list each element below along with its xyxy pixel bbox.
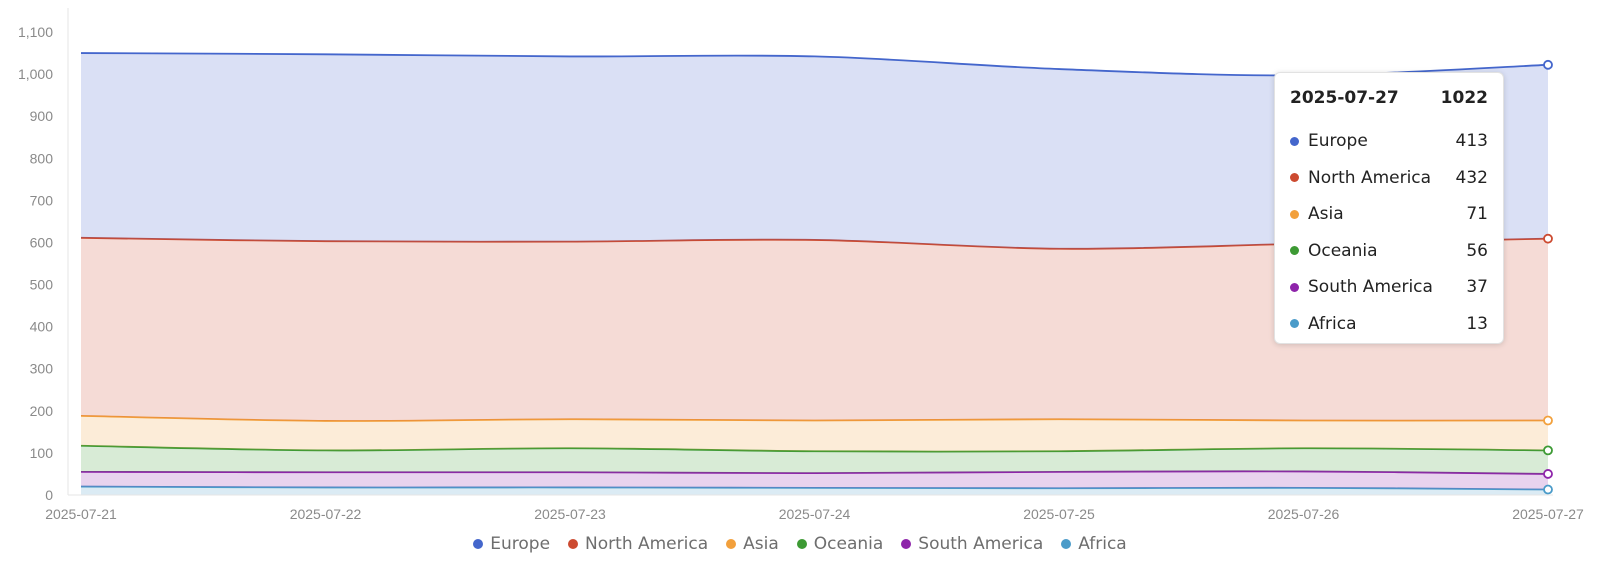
x-tick-label: 2025-07-23: [534, 506, 606, 522]
tooltip-series-name: North America: [1308, 167, 1432, 188]
tooltip-series-value: 432: [1455, 167, 1488, 188]
legend-dot: [568, 539, 579, 549]
tooltip-series-name: Africa: [1308, 313, 1357, 334]
legend-dot: [726, 539, 737, 549]
tooltip-row-europe: Europe 413: [1290, 123, 1488, 160]
legend-item-south-america[interactable]: South America: [901, 534, 1043, 554]
area-asia: [81, 415, 1548, 452]
y-tick-label: 0: [45, 487, 53, 503]
y-tick-label: 900: [30, 108, 54, 124]
tooltip-series-value: 71: [1466, 204, 1488, 225]
legend-label: Asia: [743, 534, 779, 554]
y-tick-label: 1,000: [18, 66, 53, 82]
tooltip-dot: [1290, 319, 1299, 329]
area-north-america: [81, 237, 1548, 422]
tooltip-dot: [1290, 173, 1299, 183]
marker-asia: [1543, 415, 1553, 426]
y-tick-label: 500: [30, 277, 54, 293]
tooltip-total: 1022: [1440, 88, 1488, 108]
hover-tooltip: 2025-07-27 1022 Europe 413 North America 43…: [1274, 72, 1504, 344]
legend-dot: [901, 539, 912, 549]
area-europe: [81, 53, 1548, 249]
tooltip-series-value: 37: [1466, 277, 1488, 298]
tooltip-dot: [1290, 246, 1299, 256]
legend-dot: [796, 539, 807, 549]
tooltip-series-name: Europe: [1308, 131, 1368, 152]
y-tick-label: 300: [30, 361, 54, 377]
marker-north-america: [1543, 233, 1553, 244]
tooltip-row-south-america: South America 37: [1290, 269, 1488, 306]
tooltip-row-asia: Asia 71: [1290, 196, 1488, 233]
area-layer: [80, 52, 1549, 495]
x-tick-label: 2025-07-25: [1023, 506, 1095, 522]
tooltip-row-oceania: Oceania 56: [1290, 233, 1488, 270]
legend-label: North America: [585, 534, 709, 554]
legend-dot: [473, 539, 484, 549]
tooltip-dot: [1290, 209, 1299, 219]
legend-label: Oceania: [813, 534, 884, 554]
y-tick-label: 600: [30, 234, 54, 250]
tooltip-series-value: 413: [1455, 131, 1488, 152]
y-tick-label: 400: [30, 319, 54, 335]
legend-item-asia[interactable]: Asia: [726, 534, 779, 554]
tooltip-date: 2025-07-27: [1290, 88, 1399, 108]
tooltip-header: 2025-07-27 1022: [1290, 87, 1488, 123]
x-tick-label: 2025-07-26: [1268, 506, 1340, 522]
stacked-area-chart: 0 100 200 300 400 500 600 700 800 900 1,000 1,100 20…: [18, 8, 1584, 522]
y-tick-label: 1,100: [18, 24, 53, 40]
legend-item-africa[interactable]: Africa: [1061, 534, 1127, 554]
x-tick-label: 2025-07-21: [45, 506, 117, 522]
x-tick-label: 2025-07-22: [290, 506, 362, 522]
line-oceania: [80, 444, 1549, 453]
legend-item-europe[interactable]: Europe: [473, 534, 550, 554]
line-south-america: [80, 470, 1549, 475]
tooltip-series-name: Oceania: [1308, 240, 1378, 261]
y-tick-label: 100: [30, 445, 54, 461]
legend-item-oceania[interactable]: Oceania: [796, 534, 884, 554]
tooltip-row-north-america: North America 432: [1290, 160, 1488, 197]
legend-item-north-america[interactable]: North America: [568, 534, 708, 554]
marker-south-america: [1543, 469, 1553, 479]
y-tick-label: 200: [30, 403, 54, 419]
y-tick-label: 800: [30, 150, 54, 166]
tooltip-series-value: 13: [1466, 313, 1488, 334]
legend-label: Africa: [1078, 534, 1127, 554]
area-oceania: [81, 445, 1548, 474]
tooltip-series-name: Asia: [1308, 204, 1344, 225]
line-africa: [80, 485, 1549, 491]
tooltip-series-value: 56: [1466, 240, 1488, 261]
tooltip-dot: [1290, 136, 1299, 146]
area-south-america: [81, 471, 1548, 490]
hover-markers: [1543, 59, 1553, 495]
marker-oceania: [1543, 445, 1553, 456]
legend-label: South America: [918, 534, 1044, 554]
tooltip-dot: [1290, 282, 1299, 292]
legend-label: Europe: [490, 534, 551, 554]
chart-legend: Europe North America Asia Oceania South Amer…: [0, 534, 1600, 554]
x-tick-label: 2025-07-27: [1512, 506, 1584, 522]
tooltip-rows: Europe 413 North America 432 Asia 71 Oceania 56…: [1290, 123, 1488, 342]
tooltip-series-name: South America: [1308, 277, 1433, 298]
marker-africa: [1543, 484, 1553, 495]
legend-dot: [1061, 539, 1072, 549]
marker-europe: [1543, 59, 1553, 70]
x-tick-label: 2025-07-24: [779, 506, 851, 522]
tooltip-row-africa: Africa 13: [1290, 306, 1488, 343]
line-asia: [80, 414, 1549, 422]
y-tick-label: 700: [30, 192, 54, 208]
axes: 0 100 200 300 400 500 600 700 800 900 1,000 1,100 20…: [18, 8, 1584, 522]
